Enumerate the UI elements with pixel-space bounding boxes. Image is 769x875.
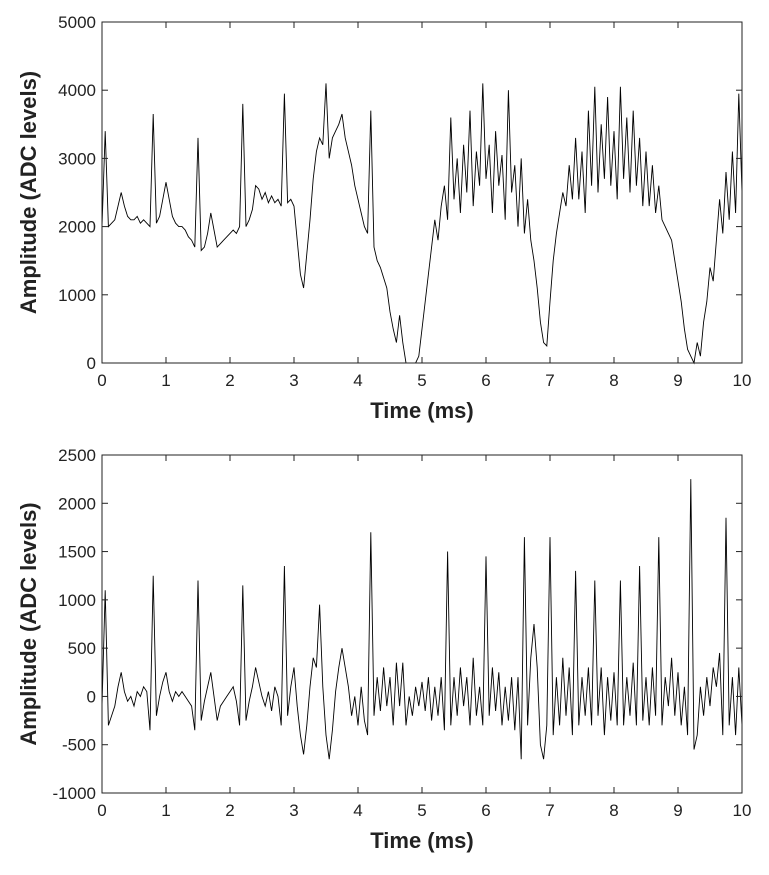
y-tick-label: 1500	[58, 543, 96, 562]
x-tick-label: 8	[609, 801, 618, 820]
y-tick-label: 1000	[58, 591, 96, 610]
y-tick-label: 500	[68, 639, 96, 658]
y-axis-label: Amplitude (ADC levels)	[16, 71, 41, 314]
y-tick-label: 2500	[58, 446, 96, 465]
y-tick-label: 2000	[58, 494, 96, 513]
axes-box	[101, 454, 743, 794]
x-tick-label: 4	[353, 801, 362, 820]
x-tick-label: 5	[417, 371, 426, 390]
x-axis-label: Time (ms)	[370, 398, 474, 423]
signal-line	[101, 479, 743, 760]
y-axis-label: Amplitude (ADC levels)	[16, 502, 41, 745]
x-tick-label: 9	[673, 801, 682, 820]
x-tick-label: 8	[609, 371, 618, 390]
x-tick-label: 7	[545, 371, 554, 390]
x-tick-label: 6	[481, 371, 490, 390]
x-tick-label: 10	[733, 801, 752, 820]
x-tick-label: 3	[289, 371, 298, 390]
axes-box	[101, 21, 743, 364]
y-tick-label: 3000	[58, 149, 96, 168]
signal-line	[101, 83, 743, 365]
x-tick-label: 2	[225, 371, 234, 390]
y-tick-label: -500	[62, 736, 96, 755]
y-tick-label: 5000	[58, 13, 96, 32]
y-tick-label: 4000	[58, 81, 96, 100]
x-tick-label: 2	[225, 801, 234, 820]
x-tick-label: 0	[97, 371, 106, 390]
x-tick-label: 9	[673, 371, 682, 390]
y-tick-label: 1000	[58, 286, 96, 305]
y-tick-label: -1000	[53, 784, 96, 803]
x-tick-label: 5	[417, 801, 426, 820]
x-tick-label: 1	[161, 371, 170, 390]
x-tick-label: 6	[481, 801, 490, 820]
x-tick-label: 3	[289, 801, 298, 820]
x-axis-label: Time (ms)	[370, 828, 474, 853]
y-tick-label: 0	[87, 354, 96, 373]
y-tick-label: 0	[87, 687, 96, 706]
y-tick-label: 2000	[58, 218, 96, 237]
x-tick-label: 10	[733, 371, 752, 390]
x-tick-label: 0	[97, 801, 106, 820]
x-tick-label: 7	[545, 801, 554, 820]
x-tick-label: 4	[353, 371, 362, 390]
x-tick-label: 1	[161, 801, 170, 820]
